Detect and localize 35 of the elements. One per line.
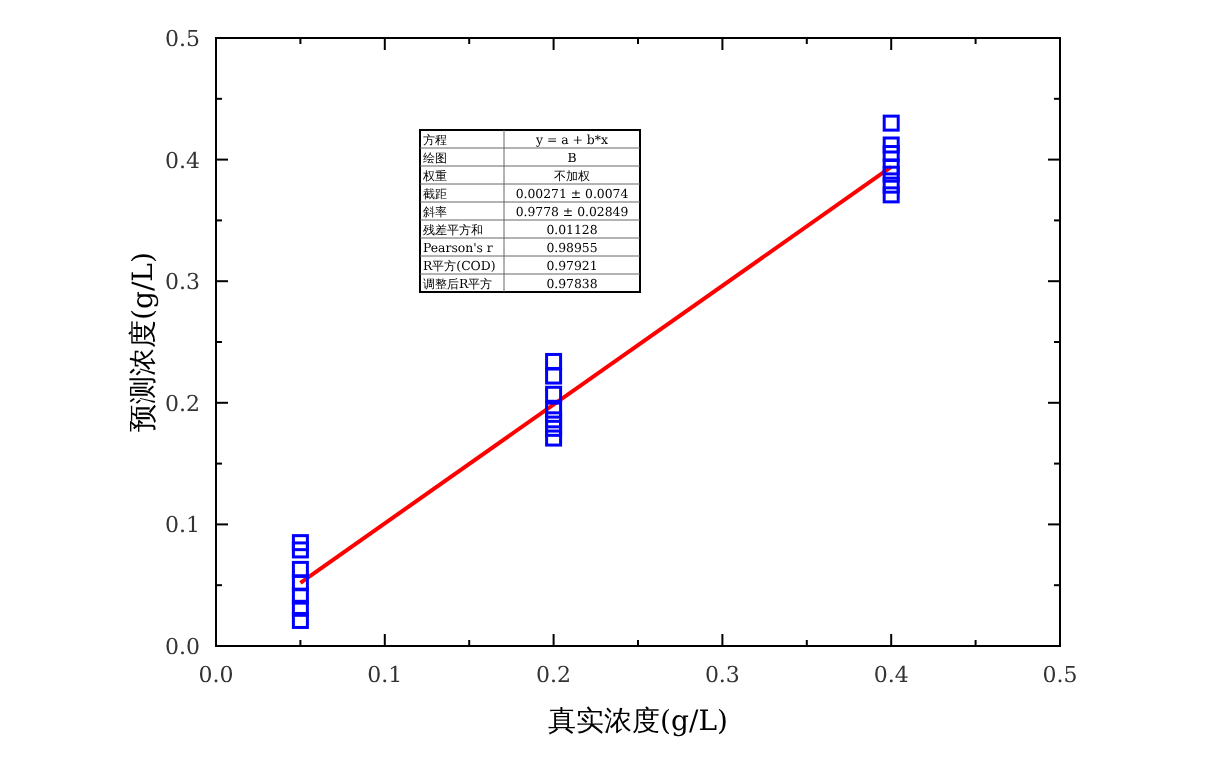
point: [545, 419, 563, 437]
x-tick-label: 0.0: [198, 662, 234, 688]
x-tick-label: 0.2: [536, 662, 572, 688]
point: [882, 165, 900, 183]
point: [291, 541, 309, 559]
point: [291, 574, 309, 592]
point: [882, 114, 900, 132]
point: [291, 599, 309, 617]
point: [291, 587, 309, 605]
point: [545, 411, 563, 429]
x-tick-label: 0.4: [873, 662, 909, 688]
point: [291, 560, 309, 578]
y-tick-label: 0.1: [165, 512, 200, 539]
point: [545, 367, 563, 385]
y-tick-label: 0.3: [165, 269, 200, 296]
point: [882, 186, 900, 204]
y-axis-title: 预测浓度(g/L): [128, 252, 160, 432]
x-tick-label: 0.5: [1042, 662, 1078, 688]
point: [291, 611, 309, 629]
point: [545, 429, 563, 447]
point: [882, 136, 900, 154]
y-tick-label: 0.2: [165, 390, 200, 417]
point: [545, 352, 563, 370]
point: [882, 158, 900, 176]
y-tick-label: 0.4: [165, 147, 200, 174]
x-tick-label: 0.1: [367, 662, 403, 688]
y-tick-label: 0.5: [165, 26, 200, 52]
x-axis-title: 真实浓度(g/L): [548, 706, 728, 738]
point: [545, 401, 563, 419]
point: [291, 534, 309, 552]
point: [882, 145, 900, 163]
point: [882, 176, 900, 194]
y-tick-label: 0.0: [165, 634, 200, 660]
point: [545, 385, 563, 403]
x-tick-label: 0.3: [704, 662, 740, 688]
